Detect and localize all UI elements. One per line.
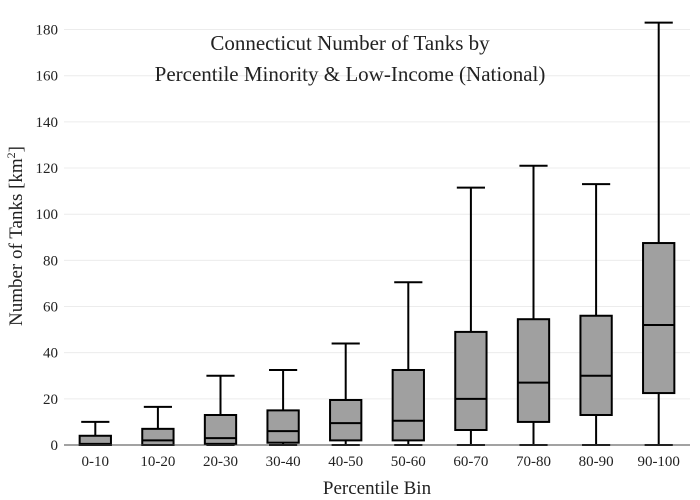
box-80-90	[579, 183, 613, 446]
y-tick-label: 160	[36, 69, 59, 85]
y-tick-label: 0	[51, 438, 59, 454]
grid-lines	[64, 29, 690, 400]
box-0-10	[78, 420, 112, 447]
x-tick-label: 0-10	[82, 454, 110, 470]
chart-title-line-1: Connecticut Number of Tanks by	[210, 31, 490, 55]
box-20-30	[203, 374, 238, 446]
y-axis-label-main: Number of Tanks [km	[6, 158, 27, 326]
box-40-50	[329, 342, 363, 446]
y-tick-label: 40	[43, 346, 58, 362]
box-series	[78, 21, 676, 447]
x-axis-label: Percentile Bin	[323, 478, 432, 499]
y-tick-label: 140	[36, 115, 59, 131]
y-axis-label-suffix: ]	[6, 146, 27, 152]
y-axis-label: Number of Tanks [km2]	[4, 146, 27, 326]
y-axis-label-superscript: 2	[4, 152, 18, 158]
x-tick-label: 60-70	[453, 454, 488, 470]
iqr-box	[391, 368, 425, 442]
x-tick-label: 20-30	[203, 454, 238, 470]
box-90-100	[642, 21, 676, 446]
x-tick-labels: 0-10 10-20 20-30 30-40 40-50 50-60 60-70 70-80 8…	[82, 454, 680, 470]
iqr-box	[454, 330, 488, 431]
box-50-60	[391, 281, 425, 446]
y-tick-label: 180	[36, 23, 59, 39]
y-tick-label: 20	[43, 392, 58, 408]
y-tick-label: 120	[36, 161, 59, 177]
iqr-box	[266, 409, 300, 444]
y-tick-labels: 0 20 40 60 80 100 120 140 160 180	[36, 23, 59, 454]
x-tick-label: 40-50	[328, 454, 363, 470]
x-tick-label: 70-80	[516, 454, 551, 470]
x-tick-label: 10-20	[140, 454, 175, 470]
iqr-box	[579, 314, 613, 416]
y-tick-label: 60	[43, 300, 58, 316]
box-10-20	[141, 405, 175, 446]
x-tick-label: 30-40	[266, 454, 301, 470]
x-tick-label: 90-100	[637, 454, 680, 470]
x-tick-label: 80-90	[579, 454, 614, 470]
y-tick-label: 80	[43, 253, 58, 269]
iqr-box	[516, 318, 551, 423]
iqr-box	[203, 413, 238, 445]
box-70-80	[516, 164, 551, 446]
box-30-40	[266, 368, 300, 446]
x-tick-label: 50-60	[391, 454, 426, 470]
iqr-box	[642, 242, 676, 395]
iqr-box	[329, 398, 363, 442]
chart-title-line-2: Percentile Minority & Low-Income (Nation…	[155, 62, 546, 86]
y-tick-label: 100	[36, 207, 59, 223]
iqr-box	[141, 427, 175, 446]
box-60-70	[454, 186, 488, 446]
